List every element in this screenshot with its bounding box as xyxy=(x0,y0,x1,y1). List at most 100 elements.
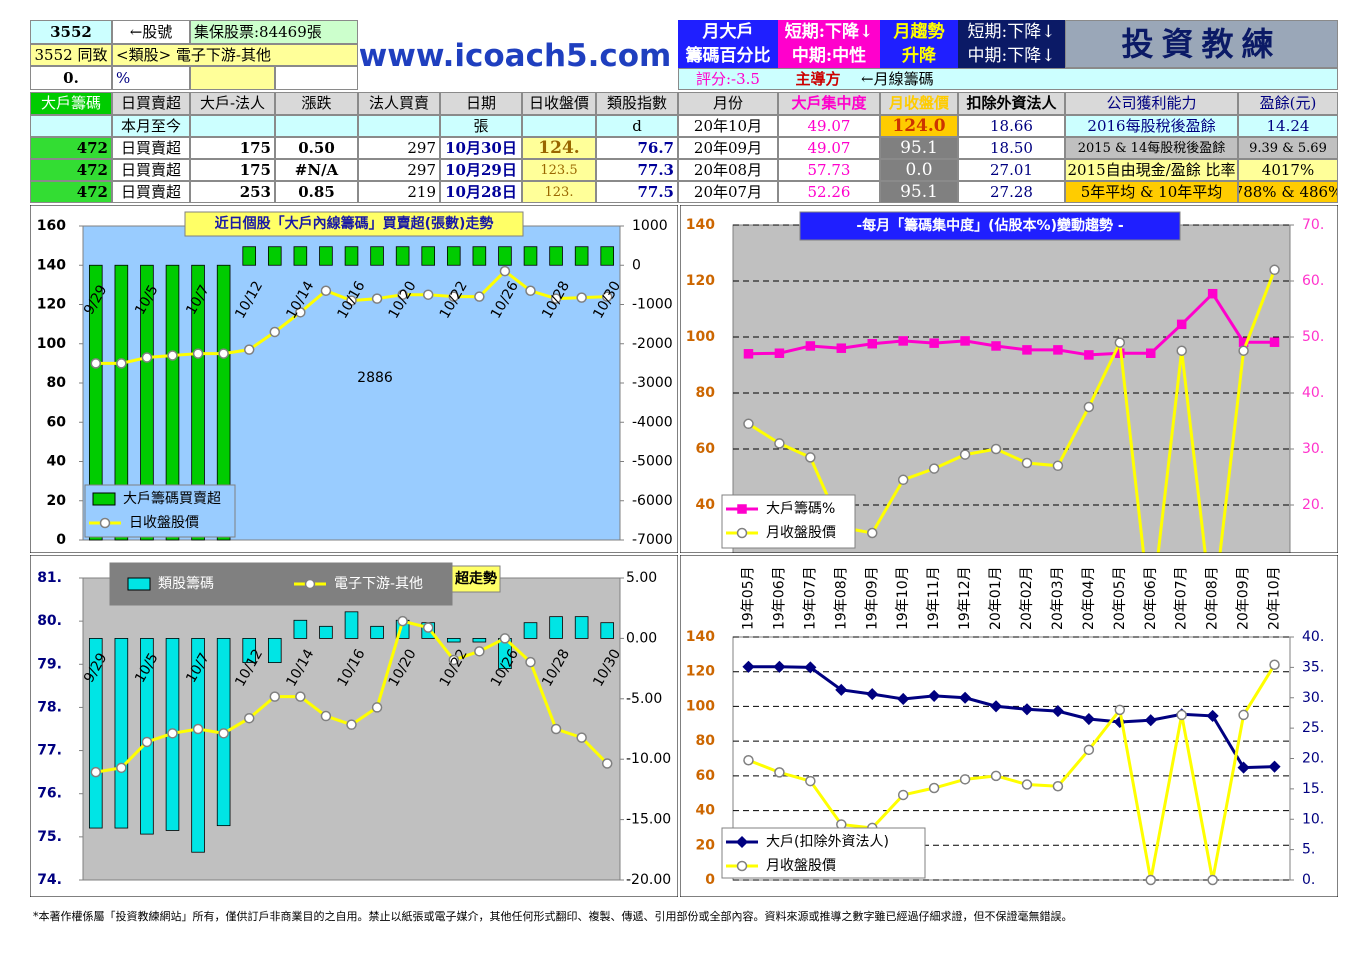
y-tick-label: 40 xyxy=(696,497,716,513)
table-cell: 297 xyxy=(358,159,440,181)
x-tick-label: 20年01月 xyxy=(988,566,1004,630)
table-cell: 95.1 xyxy=(880,137,958,159)
line xyxy=(748,291,1275,357)
y-tick-label: 78. xyxy=(37,699,62,715)
line-marker xyxy=(1176,345,1187,356)
table-cell: 49.07 xyxy=(778,115,880,137)
y2-tick-label: 0 xyxy=(632,257,641,273)
legend-label: 月收盤股價 xyxy=(766,524,836,541)
y2-tick-label: 30. xyxy=(1302,690,1324,706)
line-marker xyxy=(243,344,255,355)
y2-tick-label: 30. xyxy=(1302,441,1324,457)
y-tick-label: 77. xyxy=(37,743,62,759)
y-tick-label: 75. xyxy=(37,829,62,845)
table-cell: 123. xyxy=(522,181,596,203)
table-cell: 0.0 xyxy=(880,159,958,181)
line-marker xyxy=(218,728,229,739)
x-tick-label: 19年10月 xyxy=(895,566,911,630)
legend-box xyxy=(109,562,453,606)
bar xyxy=(498,246,512,266)
title-box xyxy=(184,211,524,237)
line-marker xyxy=(805,341,816,351)
bar xyxy=(216,264,231,541)
table-cell: 類股指數 xyxy=(596,92,678,115)
table-cell: 123.5 xyxy=(522,159,596,181)
table-cell: 77.5 xyxy=(596,181,678,203)
bar xyxy=(319,246,333,266)
line-marker xyxy=(743,349,754,359)
line-marker xyxy=(295,307,306,318)
line-marker xyxy=(867,338,877,349)
table-cell: 評分:-3.5 xyxy=(696,69,760,88)
legend-box xyxy=(721,494,856,549)
table-cell: 2015 & 14每股稅後盈餘 xyxy=(1065,137,1238,159)
line-marker xyxy=(805,775,816,787)
table-cell: 788% & 486% xyxy=(1238,181,1338,203)
bar xyxy=(446,246,461,266)
bar xyxy=(344,611,359,639)
line-marker xyxy=(295,691,306,702)
y-tick-label: 60 xyxy=(696,441,716,457)
line-marker xyxy=(1022,345,1032,355)
bar xyxy=(242,246,257,266)
x-tick-label: 20年06月 xyxy=(1143,566,1159,630)
chart: 74. 75. 76. 77. 78. 79. 80. 81. -20.00 -15.00 -10.… xyxy=(30,555,678,897)
y-tick-label: 140 xyxy=(37,257,66,273)
line-marker xyxy=(1144,714,1157,727)
y2-tick-label: -1000 xyxy=(632,297,673,313)
y-tick-label: 100 xyxy=(686,698,715,714)
bar xyxy=(549,246,563,266)
y2-tick-label: 5.00 xyxy=(626,570,657,586)
y2-tick-label: -10.00 xyxy=(626,751,671,767)
line-marker xyxy=(959,691,972,704)
table-cell xyxy=(522,115,596,137)
x-tick-label: 20年07月 xyxy=(1174,566,1190,630)
table-cell: 法人買賣 xyxy=(358,92,440,115)
bar xyxy=(421,246,436,266)
y-tick-label: 40 xyxy=(47,454,67,470)
table-cell: 2015自由現金/盈餘 比率 xyxy=(1065,159,1238,181)
line-marker xyxy=(989,700,1003,713)
table-cell: 27.01 xyxy=(958,159,1065,181)
y-tick-label: 76. xyxy=(37,786,62,802)
table-cell xyxy=(678,68,1338,90)
line-marker xyxy=(1238,709,1249,721)
line-marker xyxy=(1021,779,1033,790)
bar xyxy=(267,638,282,663)
table-cell: 短期:下降↓ xyxy=(778,20,880,44)
legend-label: 大戶籌碼買賣超 xyxy=(123,491,221,507)
y2-tick-label: -4000 xyxy=(632,414,673,430)
y2-tick-label: -5000 xyxy=(632,454,673,470)
table-cell: 本月至今 xyxy=(112,115,190,137)
table-cell: 297 xyxy=(358,137,440,159)
line-marker xyxy=(346,295,357,306)
line-marker xyxy=(897,789,909,801)
y-tick-label: 20 xyxy=(47,493,67,509)
line-marker xyxy=(774,438,785,449)
line-marker xyxy=(218,348,229,359)
table-cell: 5年平均 & 10年平均 xyxy=(1065,181,1238,203)
chart-title: 近日個股「大戶內線籌碼」買賣超(張數)走勢 xyxy=(215,215,494,232)
line-marker xyxy=(1082,712,1095,726)
line-marker xyxy=(1051,705,1064,718)
table-cell: 日收盤價 xyxy=(522,92,596,115)
line-marker xyxy=(1207,874,1218,886)
legend-swatch xyxy=(92,492,116,506)
y2-tick-label: 20. xyxy=(1302,497,1324,513)
bar xyxy=(114,264,129,541)
line-marker xyxy=(990,770,1002,782)
y2-tick-label: 10. xyxy=(1302,811,1324,827)
line-marker xyxy=(167,350,178,361)
table-cell: 77.3 xyxy=(596,159,678,181)
line-marker xyxy=(835,683,848,696)
table-cell: 124.0 xyxy=(880,115,958,137)
line-marker xyxy=(773,660,786,673)
line-marker xyxy=(1269,264,1280,276)
line-marker xyxy=(269,691,281,702)
line-marker xyxy=(742,660,755,673)
legend-swatch xyxy=(127,577,151,591)
y-tick-label: 140 xyxy=(686,217,715,233)
table-cell: 日買賣超 xyxy=(112,159,190,181)
line-marker xyxy=(550,723,562,735)
table-cell: 4017% xyxy=(1238,159,1338,181)
